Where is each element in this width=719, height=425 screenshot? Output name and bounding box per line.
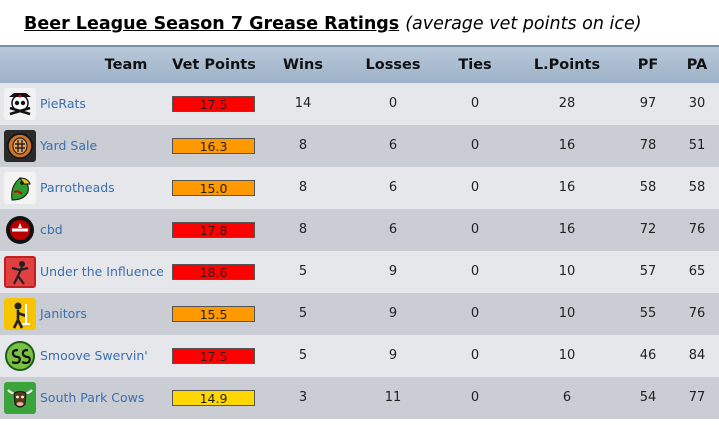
pa-cell: 76 bbox=[688, 306, 706, 321]
header-wins: Wins bbox=[283, 57, 323, 73]
pf-cell: 54 bbox=[639, 390, 657, 405]
table-row: South Park Cows 14.9 3 11 0 6 54 77 bbox=[0, 377, 719, 419]
team-link[interactable]: Smoove Swervin' bbox=[40, 348, 148, 363]
title-main: Beer League Season 7 Grease Ratings bbox=[24, 14, 400, 34]
team-link[interactable]: cbd bbox=[40, 222, 63, 237]
pa-cell: 51 bbox=[688, 138, 706, 153]
pa-cell: 76 bbox=[688, 222, 706, 237]
vet-points-badge: 18.6 bbox=[172, 264, 255, 280]
header-ties: Ties bbox=[458, 57, 492, 73]
table-row: Yard Sale 16.3 8 6 0 16 78 51 bbox=[0, 125, 719, 167]
wins-cell: 8 bbox=[298, 180, 308, 195]
table-row: cbd 17.8 8 6 0 16 72 76 bbox=[0, 209, 719, 251]
header-pf: PF bbox=[637, 57, 659, 73]
table-row: Smoove Swervin' 17.5 5 9 0 10 46 84 bbox=[0, 335, 719, 377]
ss-logo-icon bbox=[4, 340, 36, 372]
ties-cell: 0 bbox=[470, 96, 480, 111]
pa-cell: 58 bbox=[688, 180, 706, 195]
ties-cell: 0 bbox=[470, 390, 480, 405]
page-title: Beer League Season 7 Grease Ratings (aver… bbox=[24, 10, 642, 38]
janitor-icon bbox=[4, 298, 36, 330]
team-link[interactable]: Parrotheads bbox=[40, 180, 115, 195]
wins-cell: 5 bbox=[298, 348, 308, 363]
losses-cell: 9 bbox=[388, 348, 398, 363]
ties-cell: 0 bbox=[470, 306, 480, 321]
pf-cell: 72 bbox=[639, 222, 657, 237]
vet-points-badge: 17.5 bbox=[172, 348, 255, 364]
vet-points-badge: 17.5 bbox=[172, 96, 255, 112]
vet-points-badge: 14.9 bbox=[172, 390, 255, 406]
vet-points-badge: 16.3 bbox=[172, 138, 255, 154]
pf-cell: 97 bbox=[639, 96, 657, 111]
team-link[interactable]: Yard Sale bbox=[40, 138, 98, 153]
losses-cell: 6 bbox=[388, 180, 398, 195]
league-points-cell: 10 bbox=[558, 264, 576, 279]
league-points-cell: 16 bbox=[558, 138, 576, 153]
table-row: PieRats 17.5 14 0 0 28 97 30 bbox=[0, 83, 719, 125]
table-row: Janitors 15.5 5 9 0 10 55 76 bbox=[0, 293, 719, 335]
goalie-mask-icon bbox=[4, 130, 36, 162]
pf-cell: 55 bbox=[639, 306, 657, 321]
losses-cell: 6 bbox=[388, 138, 398, 153]
losses-cell: 11 bbox=[384, 390, 402, 405]
wins-cell: 14 bbox=[294, 96, 312, 111]
pirate-skull-icon bbox=[4, 88, 36, 120]
vet-points-badge: 15.0 bbox=[172, 180, 255, 196]
header-losses: Losses bbox=[365, 57, 421, 73]
ties-cell: 0 bbox=[470, 222, 480, 237]
header-pa: PA bbox=[686, 57, 708, 73]
table-header: Team Vet Points Wins Losses Ties L.Point… bbox=[0, 45, 719, 83]
pf-cell: 58 bbox=[639, 180, 657, 195]
pa-cell: 65 bbox=[688, 264, 706, 279]
team-link[interactable]: PieRats bbox=[40, 96, 86, 111]
pf-cell: 78 bbox=[639, 138, 657, 153]
cow-icon bbox=[4, 382, 36, 414]
team-link[interactable]: South Park Cows bbox=[40, 390, 145, 405]
team-link[interactable]: Under the Influence bbox=[40, 264, 164, 279]
losses-cell: 6 bbox=[388, 222, 398, 237]
ties-cell: 0 bbox=[470, 348, 480, 363]
figure-icon bbox=[4, 256, 36, 288]
league-points-cell: 28 bbox=[558, 96, 576, 111]
header-vet-points: Vet Points bbox=[172, 57, 256, 73]
wins-cell: 8 bbox=[298, 138, 308, 153]
pf-cell: 57 bbox=[639, 264, 657, 279]
standings-table: Team Vet Points Wins Losses Ties L.Point… bbox=[0, 45, 719, 419]
ties-cell: 0 bbox=[470, 264, 480, 279]
parrot-icon bbox=[4, 172, 36, 204]
league-points-cell: 6 bbox=[562, 390, 572, 405]
team-link[interactable]: Janitors bbox=[40, 306, 87, 321]
vet-points-badge: 15.5 bbox=[172, 306, 255, 322]
league-points-cell: 10 bbox=[558, 348, 576, 363]
wins-cell: 5 bbox=[298, 306, 308, 321]
league-points-cell: 10 bbox=[558, 306, 576, 321]
losses-cell: 0 bbox=[388, 96, 398, 111]
header-team: Team bbox=[104, 57, 148, 73]
wins-cell: 8 bbox=[298, 222, 308, 237]
cbd-badge-icon bbox=[4, 214, 36, 246]
table-row: Parrotheads 15.0 8 6 0 16 58 58 bbox=[0, 167, 719, 209]
pa-cell: 84 bbox=[688, 348, 706, 363]
league-points-cell: 16 bbox=[558, 222, 576, 237]
pa-cell: 30 bbox=[688, 96, 706, 111]
ties-cell: 0 bbox=[470, 138, 480, 153]
ties-cell: 0 bbox=[470, 180, 480, 195]
wins-cell: 3 bbox=[298, 390, 308, 405]
losses-cell: 9 bbox=[388, 306, 398, 321]
league-points-cell: 16 bbox=[558, 180, 576, 195]
wins-cell: 5 bbox=[298, 264, 308, 279]
pf-cell: 46 bbox=[639, 348, 657, 363]
losses-cell: 9 bbox=[388, 264, 398, 279]
header-league-points: L.Points bbox=[533, 57, 601, 73]
title-subtitle: (average vet points on ice) bbox=[405, 14, 642, 34]
pa-cell: 77 bbox=[688, 390, 706, 405]
table-row: Under the Influence 18.6 5 9 0 10 57 65 bbox=[0, 251, 719, 293]
vet-points-badge: 17.8 bbox=[172, 222, 255, 238]
